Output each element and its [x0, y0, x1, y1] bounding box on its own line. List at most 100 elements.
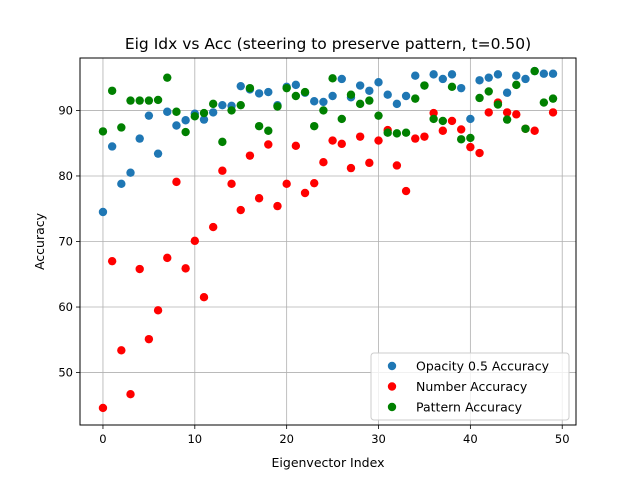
data-point	[429, 70, 438, 79]
data-point	[392, 161, 402, 170]
data-point	[429, 114, 438, 124]
y-tick-label: 70	[58, 235, 73, 249]
data-point	[355, 81, 365, 90]
data-point	[530, 126, 539, 135]
series-2	[98, 98, 558, 413]
data-point	[374, 111, 383, 120]
data-point	[291, 80, 301, 90]
data-point	[502, 115, 512, 124]
data-point	[337, 114, 346, 124]
data-point	[190, 236, 200, 246]
data-point	[484, 87, 493, 96]
data-point	[208, 99, 218, 109]
data-point	[411, 134, 420, 143]
data-point	[144, 96, 154, 105]
data-point	[227, 106, 236, 115]
data-point	[438, 126, 448, 135]
data-point	[163, 253, 172, 263]
data-point	[144, 111, 154, 120]
data-point	[447, 82, 457, 92]
data-point	[401, 186, 411, 196]
data-point	[502, 108, 512, 117]
data-point	[383, 128, 392, 137]
data-point	[254, 121, 264, 131]
data-point	[420, 132, 429, 141]
data-point	[264, 87, 273, 97]
data-point	[392, 129, 402, 138]
data-point	[208, 222, 218, 232]
data-point	[98, 403, 108, 413]
data-point	[493, 100, 503, 109]
data-point	[107, 142, 117, 151]
data-point	[107, 86, 117, 95]
data-point	[355, 99, 365, 109]
data-point	[135, 264, 144, 274]
data-point	[163, 107, 172, 116]
legend-label: Pattern Accuracy	[416, 400, 523, 415]
data-point	[107, 256, 117, 266]
data-point	[475, 148, 484, 158]
data-point	[163, 73, 172, 82]
data-point	[300, 188, 310, 198]
data-point	[530, 66, 539, 76]
y-tick-label: 60	[58, 300, 73, 314]
data-point	[438, 74, 448, 84]
data-point	[319, 158, 328, 167]
data-point	[227, 179, 236, 189]
data-point	[236, 100, 245, 110]
data-point	[310, 178, 319, 188]
data-point	[153, 149, 163, 158]
data-point	[512, 110, 521, 119]
data-point	[392, 99, 402, 109]
data-point	[264, 126, 273, 135]
data-point	[328, 91, 337, 101]
data-point	[466, 142, 475, 152]
data-point	[291, 141, 301, 151]
data-point	[181, 264, 190, 273]
legend: Opacity 0.5 Accuracy Number Accuracy Patte…	[370, 352, 570, 421]
data-point	[521, 124, 530, 133]
data-point	[245, 151, 255, 160]
data-point	[199, 293, 209, 302]
data-point	[411, 94, 420, 103]
data-point	[456, 135, 466, 144]
data-point	[218, 100, 227, 110]
data-point	[273, 201, 282, 211]
data-point	[401, 91, 411, 101]
data-point	[475, 76, 484, 85]
axis-ticks: 0 10 20 30 40 50 50 60 70 80 90	[58, 103, 569, 446]
y-tick-label: 90	[58, 103, 73, 117]
data-point	[337, 74, 346, 84]
x-tick-label: 20	[279, 432, 294, 446]
data-point	[300, 87, 310, 97]
data-point	[548, 108, 558, 117]
data-point	[539, 98, 549, 107]
chart-title: Eig Idx vs Acc (steering to preserve pat…	[125, 35, 531, 53]
data-point	[310, 121, 319, 131]
data-point	[365, 96, 374, 105]
data-point	[254, 89, 264, 98]
data-point	[254, 194, 264, 203]
data-point	[456, 125, 466, 134]
data-point	[181, 116, 190, 125]
data-point	[438, 116, 448, 126]
data-point	[365, 158, 374, 168]
data-point	[199, 108, 209, 118]
data-point	[429, 108, 438, 118]
data-point	[199, 115, 209, 124]
data-point	[218, 166, 227, 175]
data-point	[539, 69, 549, 78]
data-point	[282, 83, 291, 93]
data-point	[98, 207, 108, 217]
data-point	[181, 127, 190, 137]
data-point	[172, 121, 181, 130]
data-point	[328, 136, 337, 145]
data-point	[447, 116, 457, 126]
data-point	[264, 140, 273, 149]
data-point	[401, 128, 411, 137]
x-axis-label: Eigenvector Index	[272, 455, 385, 470]
data-point	[484, 73, 493, 82]
data-point	[117, 123, 126, 132]
data-point	[190, 112, 200, 121]
data-point	[512, 71, 521, 80]
